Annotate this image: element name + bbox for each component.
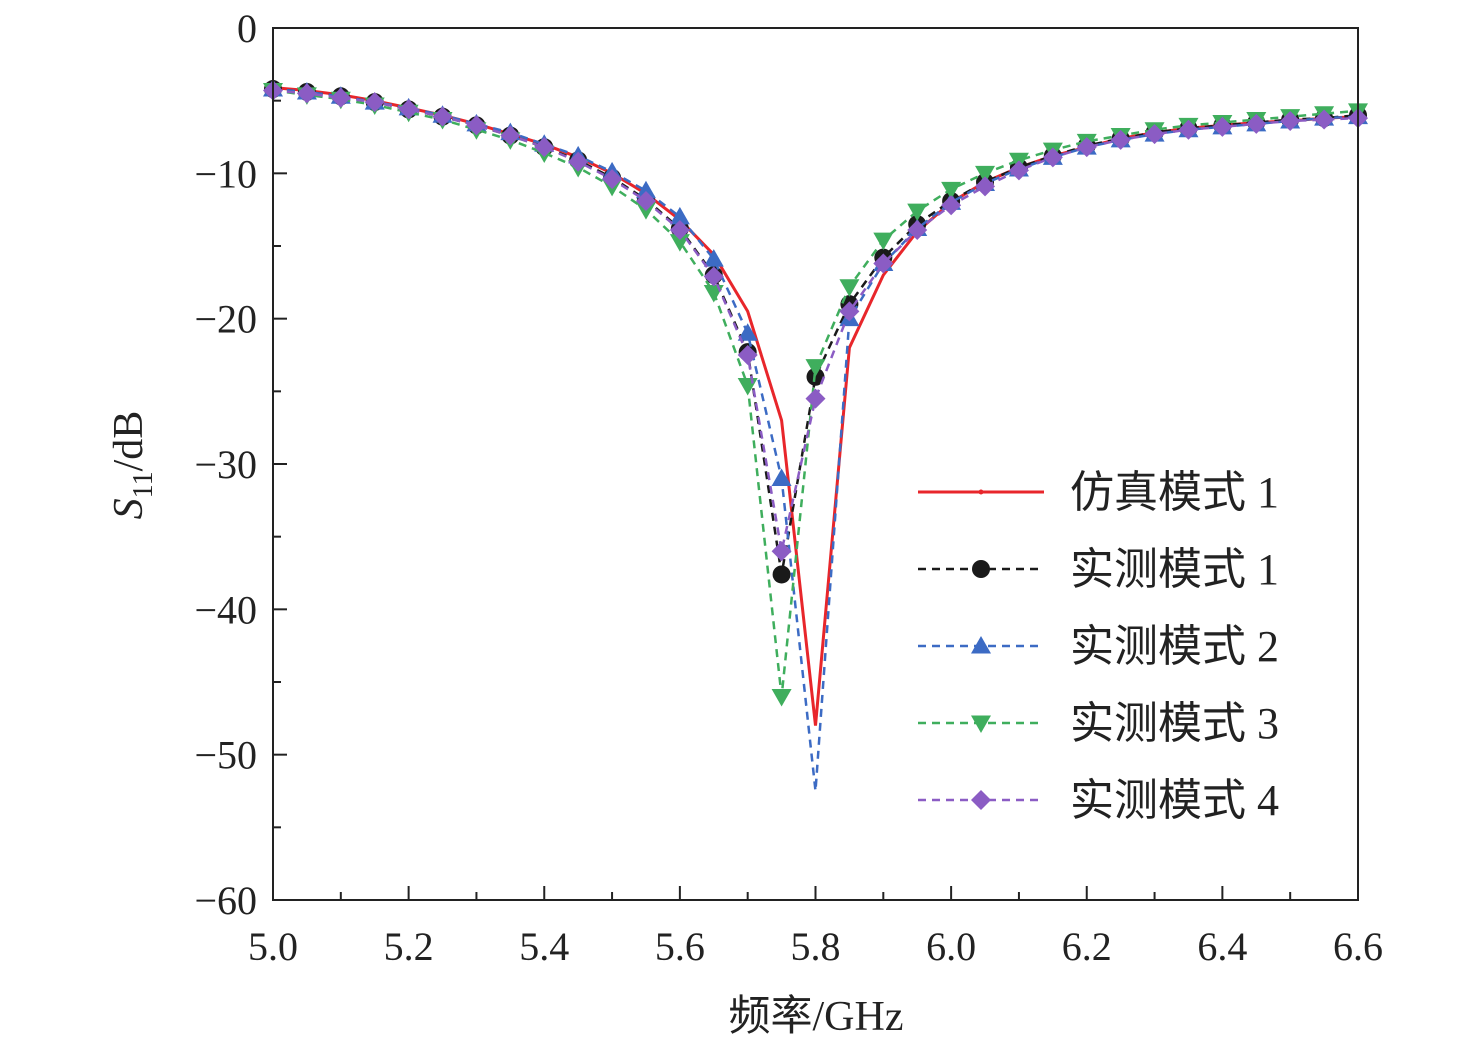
- data-point: [466, 115, 487, 136]
- data-point: [805, 388, 826, 409]
- data-point: [771, 689, 792, 707]
- y-axis-title-main: S: [106, 498, 152, 519]
- legend-item: 实测模式 3: [918, 699, 1279, 748]
- y-axis-title-sub: 11: [128, 471, 159, 498]
- data-point: [602, 169, 623, 190]
- legend-label: 实测模式 1: [1070, 545, 1279, 594]
- legend-label: 仿真模式 1: [1070, 468, 1279, 517]
- data-point: [1008, 160, 1029, 181]
- legend-item: 仿真模式 1: [918, 468, 1279, 517]
- data-point: [1042, 147, 1063, 168]
- data-point: [635, 190, 656, 211]
- legend-item: 实测模式 2: [918, 622, 1279, 671]
- x-tick-label: 5.0: [248, 924, 298, 969]
- x-tick-label: 6.2: [1062, 924, 1112, 969]
- data-point: [1212, 116, 1233, 137]
- data-point: [975, 165, 996, 184]
- y-tick-label: −30: [194, 442, 257, 487]
- data-point: [432, 106, 453, 127]
- series-layer: [263, 79, 1368, 792]
- data-point: [296, 83, 317, 104]
- data-point: [771, 468, 792, 487]
- data-point: [568, 151, 589, 172]
- y-tick-label: −60: [194, 878, 257, 923]
- data-point: [907, 220, 928, 241]
- y-tick-label: −20: [194, 297, 257, 342]
- data-point: [873, 253, 894, 274]
- legend-label: 实测模式 2: [1070, 622, 1279, 671]
- x-tick-label: 5.2: [384, 924, 434, 969]
- data-point: [805, 359, 826, 377]
- data-point: [975, 176, 996, 197]
- data-point: [839, 301, 860, 322]
- data-point: [500, 125, 521, 146]
- data-point: [839, 279, 860, 297]
- y-axis-title-unit: /dB: [106, 411, 152, 472]
- legend-marker: [971, 636, 991, 654]
- data-point: [873, 232, 894, 251]
- data-point: [1144, 124, 1165, 145]
- legend: 仿真模式 1 实测模式 1 实测模式 2 实测模式 3 实测模式 4: [918, 468, 1279, 825]
- x-tick-label: 5.4: [519, 924, 569, 969]
- ticks-layer: [272, 27, 1359, 901]
- data-point: [1110, 129, 1131, 150]
- data-point: [635, 180, 656, 199]
- x-tick-label: 6.6: [1333, 924, 1383, 969]
- legend-marker: [978, 489, 984, 495]
- data-point: [1314, 109, 1335, 130]
- data-point: [737, 323, 758, 341]
- data-point: [1280, 111, 1301, 132]
- data-point: [703, 285, 724, 303]
- x-tick-label: 5.6: [655, 924, 705, 969]
- legend-marker: [971, 790, 991, 810]
- data-point: [941, 181, 962, 200]
- legend-label: 实测模式 3: [1070, 699, 1279, 748]
- series-3: [263, 79, 1368, 792]
- data-point: [1178, 119, 1199, 140]
- data-point: [1076, 137, 1097, 158]
- x-tick-label: 6.4: [1197, 924, 1247, 969]
- legend-item: 实测模式 4: [918, 776, 1279, 825]
- data-point: [941, 195, 962, 216]
- data-point: [669, 234, 690, 252]
- legend-label: 实测模式 4: [1070, 776, 1279, 825]
- data-point: [669, 206, 690, 225]
- y-tick-label: −50: [194, 733, 257, 778]
- data-point: [703, 266, 724, 287]
- data-point: [669, 220, 690, 241]
- data-point: [398, 99, 419, 120]
- data-point: [772, 565, 791, 584]
- y-tick-label: −40: [194, 587, 257, 632]
- y-tick-label: −10: [194, 151, 257, 196]
- legend-item: 实测模式 1: [918, 545, 1279, 594]
- series-5: [263, 80, 1368, 562]
- labels-layer: 5.0 5.2 5.4 5.6 5.8 6.0 6.2 6.4 6.6 0 −10 −20 −30 −40…: [194, 6, 1383, 969]
- plot-frame: [272, 27, 1359, 901]
- data-point: [1246, 113, 1267, 134]
- series-line: [272, 87, 1359, 792]
- series-line: [272, 89, 1359, 552]
- legend-marker: [971, 715, 991, 733]
- data-point: [737, 345, 758, 365]
- data-point: [907, 203, 928, 222]
- data-point: [364, 92, 385, 113]
- data-point: [703, 249, 724, 267]
- x-axis-title: 频率/GHz: [729, 993, 904, 1040]
- data-point: [534, 137, 555, 158]
- y-axis-title: S11/dB: [106, 411, 159, 520]
- data-point: [771, 541, 792, 562]
- x-tick-label: 5.8: [791, 924, 841, 969]
- x-tick-label: 6.0: [926, 924, 976, 969]
- data-point: [330, 87, 351, 108]
- y-tick-label: 0: [237, 6, 257, 51]
- legend-marker: [972, 560, 990, 578]
